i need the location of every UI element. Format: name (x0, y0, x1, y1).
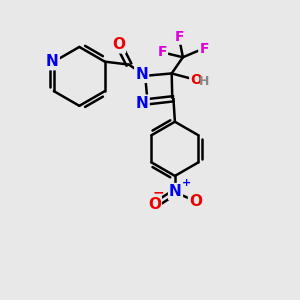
Text: +: + (182, 178, 190, 188)
Text: N: N (135, 67, 148, 82)
Text: N: N (136, 96, 148, 111)
Text: O: O (189, 194, 202, 209)
Text: O: O (112, 38, 125, 52)
Text: F: F (158, 45, 167, 59)
Text: −: − (153, 185, 164, 199)
Text: O: O (148, 197, 161, 212)
Text: N: N (46, 54, 59, 69)
Text: O: O (190, 73, 202, 87)
Text: N: N (169, 184, 182, 199)
Text: H: H (199, 75, 209, 88)
Text: F: F (175, 30, 184, 44)
Text: F: F (199, 42, 209, 56)
